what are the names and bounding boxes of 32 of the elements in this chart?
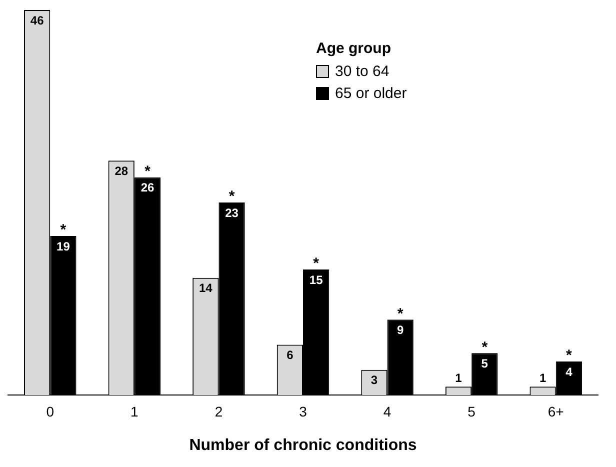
data-label: 23	[225, 206, 239, 220]
data-label: 3	[370, 373, 378, 388]
data-label: 5	[481, 356, 488, 370]
data-label: 46	[30, 13, 44, 28]
x-tick-label: 3	[299, 403, 308, 420]
data-label: 1	[455, 370, 462, 385]
data-label: 9	[397, 322, 404, 337]
annotation: *	[144, 163, 151, 180]
x-tick-label: 2	[214, 403, 223, 420]
annotation: *	[60, 222, 66, 239]
data-label: 19	[56, 239, 70, 254]
x-tick-label: 1	[130, 403, 139, 420]
annotation: *	[313, 255, 320, 272]
data-label: 14	[198, 281, 213, 296]
annotation: *	[482, 338, 488, 356]
x-tick-label: 0	[46, 403, 54, 420]
legend-title: Age group	[316, 40, 392, 57]
data-label: 26	[140, 180, 154, 195]
data-label: 28	[114, 164, 128, 178]
legend-label: 65 or older	[335, 85, 407, 102]
legend-label: 30 to 64	[335, 63, 390, 80]
annotation: *	[566, 347, 572, 364]
annotation: *	[397, 305, 404, 322]
x-axis-title: Number of chronic conditions	[189, 436, 417, 454]
x-tick-label: 6+	[548, 403, 564, 420]
x-tick-label: 5	[468, 403, 476, 420]
data-label: 15	[309, 272, 324, 287]
data-label: 1	[539, 370, 546, 385]
annotation: *	[228, 188, 235, 206]
data-label: 6	[286, 348, 294, 362]
x-tick-label: 4	[383, 403, 392, 420]
data-label: 4	[566, 364, 573, 379]
